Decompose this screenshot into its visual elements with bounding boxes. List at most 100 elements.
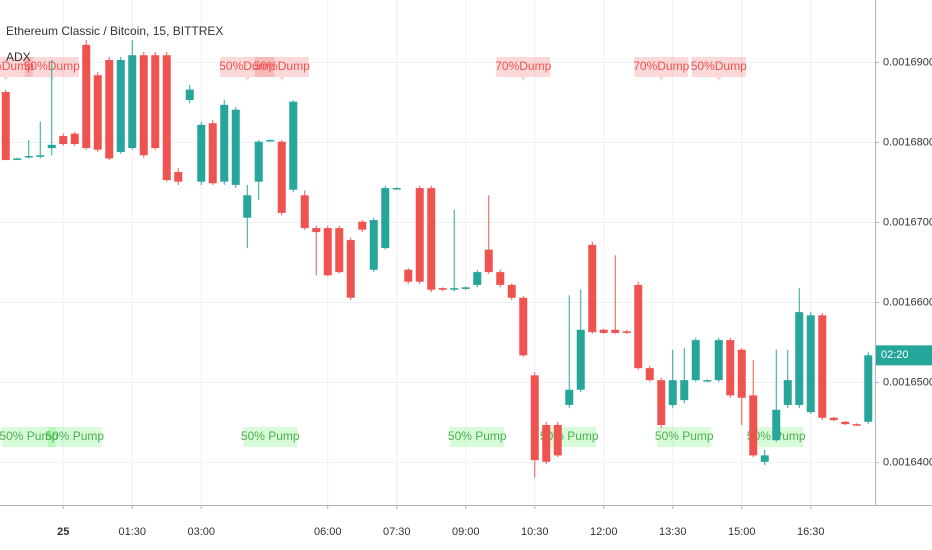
- candle-body: [139, 55, 148, 156]
- dump-labels: 50%Dump: [691, 59, 747, 73]
- candle-body: [1, 92, 10, 161]
- candle-body: [300, 195, 309, 229]
- label-pointer: [520, 77, 527, 81]
- countdown: 02:20: [881, 349, 909, 361]
- candle-body: [611, 329, 620, 333]
- dump-labels: 50%Dump: [219, 59, 275, 73]
- pump-labels-box: [450, 427, 505, 447]
- dump-labels: 50%Dump: [0, 59, 34, 73]
- candle-body: [415, 188, 424, 282]
- pump-labels-box: [243, 427, 298, 447]
- dump-labels: 70%Dump: [633, 59, 689, 73]
- candle-body: [565, 389, 574, 405]
- candle-body: [668, 380, 677, 405]
- candle-body: [427, 188, 436, 290]
- candle-body: [277, 141, 286, 213]
- dump-labels-box: [691, 57, 746, 77]
- candle-body: [806, 315, 815, 413]
- candle-body: [703, 380, 712, 382]
- candle-body: [93, 75, 102, 150]
- label-pointer: [244, 77, 251, 81]
- candle-body: [105, 60, 114, 159]
- dump-labels: 70%Dump: [495, 59, 551, 73]
- candle-body: [254, 141, 263, 182]
- candle-body: [760, 455, 769, 462]
- candle-body: [496, 272, 505, 285]
- candle-body: [335, 228, 344, 273]
- pump-labels-box: [657, 427, 712, 447]
- pump-labels: 50% Pump: [448, 429, 507, 443]
- candle-body: [36, 155, 45, 157]
- candle-body: [323, 228, 332, 276]
- candle-body: [404, 269, 413, 282]
- candle-body: [749, 395, 758, 456]
- x-tick-label: 01:30: [118, 526, 146, 538]
- candle-body: [151, 55, 160, 149]
- candle-body: [174, 172, 183, 182]
- dump-labels: 50%Dump: [254, 59, 310, 73]
- candle-body: [530, 375, 539, 461]
- candle-body: [714, 340, 723, 381]
- candle-body: [128, 55, 137, 149]
- pump-labels-box: [47, 427, 102, 447]
- candle-body: [576, 329, 585, 390]
- candle-body: [542, 424, 551, 462]
- x-tick-label: 15:00: [728, 526, 756, 538]
- candle-body: [381, 188, 390, 249]
- last-price-box: [876, 345, 932, 366]
- label-pointer: [715, 77, 722, 81]
- label-pointer: [278, 77, 285, 81]
- x-tick-label: 16:30: [797, 526, 825, 538]
- pump-labels: 50% Pump: [241, 429, 300, 443]
- candle-body: [312, 228, 321, 233]
- label-pointer: [658, 77, 665, 81]
- candle-body: [82, 44, 91, 149]
- candle-body: [346, 240, 355, 298]
- candle-body: [772, 409, 781, 441]
- candle-body: [795, 312, 804, 405]
- candle-body: [13, 158, 22, 160]
- label-pointer: [2, 77, 9, 81]
- x-tick-label: 25: [57, 526, 69, 538]
- candle-body: [70, 133, 79, 145]
- candle-body: [289, 101, 298, 190]
- candle-body: [461, 287, 470, 289]
- x-tick-label: 07:30: [383, 526, 411, 538]
- candle-body: [818, 315, 827, 418]
- candle-body: [47, 144, 56, 149]
- x-tick-label: 12:00: [590, 526, 618, 538]
- candle-body: [680, 380, 689, 401]
- candle-body: [59, 136, 68, 145]
- dump-labels-box: [634, 57, 689, 77]
- candle-body: [358, 221, 367, 230]
- dump-labels-box: [0, 57, 33, 77]
- dump-labels-box: [254, 57, 309, 77]
- candle-body: [266, 140, 275, 142]
- candle-body: [231, 109, 240, 185]
- candle-body: [852, 424, 861, 426]
- pump-labels: 50% Pump: [0, 429, 58, 443]
- candle-body: [657, 380, 666, 425]
- candle-body: [645, 368, 654, 381]
- candle-body: [634, 284, 643, 369]
- x-tick-label: 06:00: [314, 526, 342, 538]
- candle-body: [392, 188, 401, 190]
- candle-body: [783, 380, 792, 405]
- candle-body: [24, 156, 33, 158]
- candle-body: [162, 55, 171, 181]
- x-tick-label: 10:30: [521, 526, 549, 538]
- dump-labels-box: [496, 57, 551, 77]
- candle-body: [243, 195, 252, 218]
- candle-body: [864, 355, 873, 422]
- candles: [1, 40, 873, 478]
- pump-labels: 50% Pump: [45, 429, 104, 443]
- indicator-name: ADX: [6, 50, 31, 64]
- candle-body: [473, 272, 482, 285]
- pump-labels-box: [1, 427, 56, 447]
